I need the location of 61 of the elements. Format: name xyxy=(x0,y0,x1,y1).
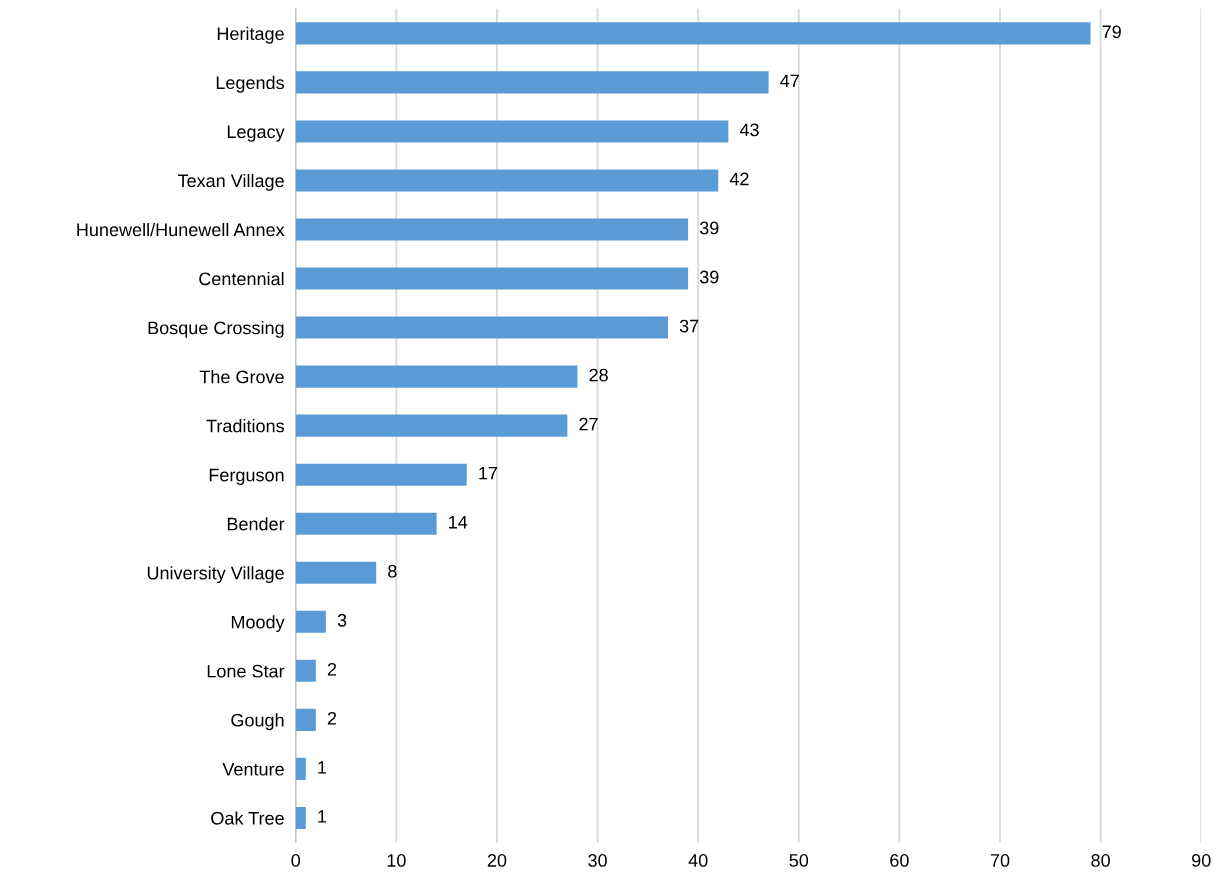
data-label: 3 xyxy=(337,613,347,627)
x-tick-label: 40 xyxy=(688,854,708,867)
data-label: 1 xyxy=(318,761,327,774)
y-tick-label: Centennial xyxy=(199,272,284,286)
x-tick-label: 60 xyxy=(890,854,909,867)
bar xyxy=(295,757,306,780)
x-tick-label: 70 xyxy=(990,854,1010,867)
data-label: 2 xyxy=(327,662,337,676)
data-label: 37 xyxy=(679,319,699,333)
data-label: 79 xyxy=(1102,25,1121,39)
data-label: 39 xyxy=(699,221,719,235)
data-label: 39 xyxy=(699,270,719,284)
x-tick-label: 30 xyxy=(588,854,607,867)
bar xyxy=(295,806,306,829)
x-tick-label: 20 xyxy=(487,854,507,867)
y-tick-label: Ferguson xyxy=(209,468,284,485)
data-label: 14 xyxy=(449,515,468,529)
bar xyxy=(295,218,689,241)
bar xyxy=(295,463,467,486)
data-label: 17 xyxy=(479,466,498,480)
bar xyxy=(295,659,316,682)
data-label: 47 xyxy=(780,74,799,88)
bar xyxy=(295,71,769,94)
data-label: 43 xyxy=(739,123,759,137)
bar xyxy=(295,512,437,535)
y-tick-label: University Village xyxy=(147,566,284,584)
bar xyxy=(295,561,377,584)
x-tick-label: 0 xyxy=(291,854,301,867)
bar xyxy=(295,267,689,290)
y-tick-label: Heritage xyxy=(217,26,284,44)
y-tick-label: Moody xyxy=(231,615,285,633)
y-tick-label: Gough xyxy=(231,713,284,731)
data-label: 2 xyxy=(327,711,337,725)
y-tick-label: Legends xyxy=(216,75,284,93)
bar xyxy=(295,414,568,437)
y-tick-label: Texan Village xyxy=(177,173,284,191)
bar xyxy=(295,169,719,192)
y-tick-label: Hunewell/Hunewell Annex xyxy=(77,222,285,237)
bar xyxy=(295,365,578,388)
data-label: 27 xyxy=(579,417,598,431)
y-tick-label: Bender xyxy=(227,517,285,531)
x-tick-label: 10 xyxy=(387,854,406,867)
x-tick-label: 80 xyxy=(1091,854,1110,867)
x-tick-label: 50 xyxy=(789,854,809,867)
x-tick-label: 90 xyxy=(1192,854,1211,867)
y-tick-label: Traditions xyxy=(206,419,284,433)
bar xyxy=(295,22,1091,45)
bar xyxy=(295,610,326,633)
y-tick-label: The Grove xyxy=(199,370,284,384)
data-label: 8 xyxy=(388,564,397,578)
data-label: 42 xyxy=(729,172,749,186)
bar xyxy=(295,120,729,143)
y-tick-label: Venture xyxy=(222,763,284,776)
y-tick-label: Bosque Crossing xyxy=(148,321,284,338)
y-tick-label: Oak Tree xyxy=(211,811,284,825)
data-label: 28 xyxy=(589,368,608,382)
y-tick-label: Lone Star xyxy=(207,664,285,678)
y-tick-label: Legacy xyxy=(227,125,285,142)
data-label: 1 xyxy=(318,810,327,823)
bar xyxy=(295,708,316,731)
bar xyxy=(295,316,668,339)
